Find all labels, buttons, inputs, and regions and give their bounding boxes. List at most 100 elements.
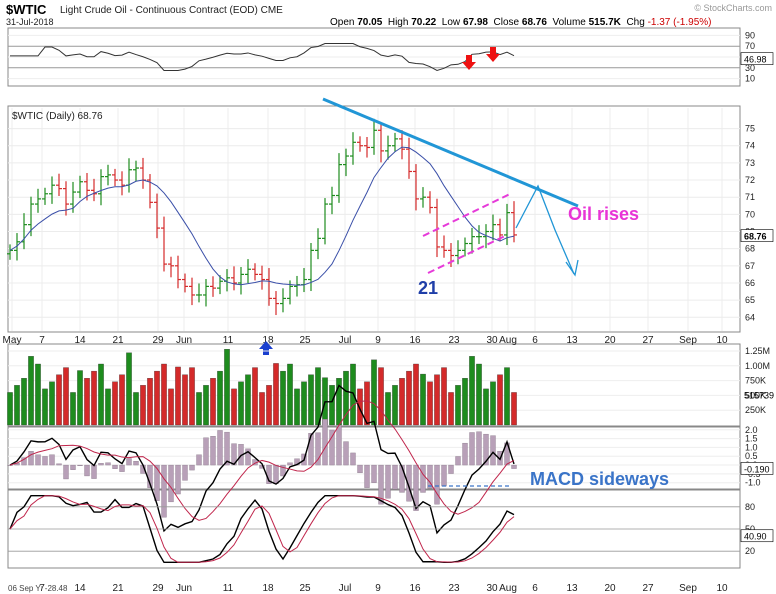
- volume-tick-label: 750K: [745, 376, 766, 386]
- volume-bar: [154, 370, 160, 426]
- macd-histogram-bar: [7, 464, 13, 466]
- macd-histogram-bar: [280, 464, 286, 477]
- volume-bar: [287, 363, 293, 426]
- price-tick-label: 72: [745, 175, 755, 185]
- volume-bar: [476, 363, 482, 426]
- volume-bar: [21, 378, 27, 426]
- macd-histogram-bar: [399, 464, 405, 493]
- bottom-x-tick-label: 7: [39, 583, 45, 594]
- bottom-x-tick-label: 21: [112, 583, 124, 594]
- volume-bar: [385, 392, 391, 426]
- macd-histogram-bar: [364, 464, 370, 488]
- bottom-x-tick-label: Sep: [679, 583, 697, 594]
- x-tick-label: 23: [448, 335, 460, 346]
- stoch-tick-label: 80: [745, 502, 755, 512]
- macd-histogram-bar: [119, 464, 125, 472]
- rsi-line: [10, 43, 515, 72]
- volume-bar: [266, 385, 272, 426]
- bottom-x-tick-label: 20: [604, 583, 616, 594]
- macd-histogram-bar: [84, 464, 90, 477]
- bottom-x-tick-label: Jun: [176, 583, 192, 594]
- volume-bar: [357, 388, 363, 426]
- volume-bar: [147, 378, 153, 426]
- volume-bar: [427, 381, 433, 426]
- macd-value: -0.190: [744, 464, 770, 474]
- macd-histogram-bar: [322, 419, 328, 466]
- macd-histogram-bar: [448, 464, 454, 474]
- x-tick-label: 10: [716, 335, 728, 346]
- volume-bar: [126, 352, 132, 426]
- volume-bar: [161, 363, 167, 426]
- volume-bar: [308, 374, 314, 426]
- macd-histogram-bar: [154, 464, 160, 501]
- volume-bar: [14, 385, 20, 426]
- volume-value: 515739: [744, 390, 774, 400]
- macd-histogram-bar: [63, 464, 69, 480]
- bottom-x-tick-label: 18: [262, 583, 274, 594]
- volume-bar: [168, 388, 174, 426]
- macd-histogram-bar: [203, 437, 209, 466]
- macd-histogram-bar: [182, 464, 188, 481]
- x-tick-label: 7: [39, 335, 45, 346]
- volume-bar: [210, 378, 216, 426]
- price-legend: $WTIC (Daily) 68.76: [12, 111, 103, 122]
- macd-histogram-bar: [420, 464, 426, 493]
- volume-bar: [84, 378, 90, 426]
- x-tick-label: 16: [409, 335, 421, 346]
- volume-bar: [7, 392, 13, 426]
- price-tick-label: 67: [745, 261, 755, 271]
- volume-bar: [49, 381, 55, 426]
- macd-histogram-bar: [224, 431, 230, 466]
- bottom-x-tick-label: 30: [486, 583, 498, 594]
- resistance-trendline: [322, 97, 579, 208]
- volume-bar: [182, 374, 188, 426]
- x-tick-label: 9: [375, 335, 381, 346]
- macd-tick-label: 1.0: [745, 442, 758, 452]
- last-price-value: 68.76: [744, 232, 767, 242]
- x-tick-label: 11: [223, 335, 234, 346]
- x-tick-label: 25: [299, 335, 311, 346]
- macd-histogram-bar: [168, 464, 174, 503]
- macd-histogram-bar: [308, 433, 314, 466]
- rsi-value-tag: [740, 52, 774, 65]
- macd-tick-label: 1.5: [745, 434, 758, 444]
- macd-histogram-bar: [70, 464, 76, 470]
- price-tick-label: 66: [745, 278, 755, 288]
- rsi-tick-label: 70: [745, 41, 755, 51]
- volume-bar: [28, 356, 34, 426]
- volume-bar: [56, 374, 62, 426]
- macd-histogram-bar: [371, 464, 377, 483]
- x-tick-label: Jul: [339, 335, 352, 346]
- cycle-21-annotation: 21: [418, 278, 438, 298]
- macd-histogram-bar: [217, 430, 223, 466]
- x-tick-label: May: [3, 335, 22, 346]
- x-tick-label: 27: [642, 335, 654, 346]
- macd-signal-line: [9, 400, 515, 521]
- macd-histogram-bar: [35, 454, 41, 466]
- volume-bar: [231, 388, 237, 426]
- last-price-tag: [740, 229, 774, 242]
- rsi-tick-label: 10: [745, 74, 755, 84]
- price-tick-label: 68: [745, 244, 755, 254]
- forecast-path: [515, 184, 575, 275]
- macd-histogram-bar: [378, 464, 384, 505]
- bottom-x-tick-label: 16: [409, 583, 421, 594]
- volume-bar: [483, 388, 489, 426]
- x-tick-label: Jun: [176, 335, 192, 346]
- volume-bar: [497, 374, 503, 426]
- volume-bar: [189, 367, 195, 426]
- macd-histogram-bar: [490, 435, 496, 466]
- volume-bar: [105, 388, 111, 426]
- volume-bar: [378, 367, 384, 426]
- x-tick-label: 21: [112, 335, 124, 346]
- volume-bar: [91, 370, 97, 426]
- forecast-arrowhead: [565, 259, 579, 277]
- rsi-value: 46.98: [744, 55, 767, 65]
- volume-bar: [119, 374, 125, 426]
- volume-bar: [469, 356, 475, 426]
- price-tick-label: 74: [745, 141, 755, 151]
- bottom-x-tick-label: 11: [223, 583, 234, 594]
- stoch-tick-label: 20: [745, 546, 755, 556]
- x-tick-label: 13: [566, 335, 578, 346]
